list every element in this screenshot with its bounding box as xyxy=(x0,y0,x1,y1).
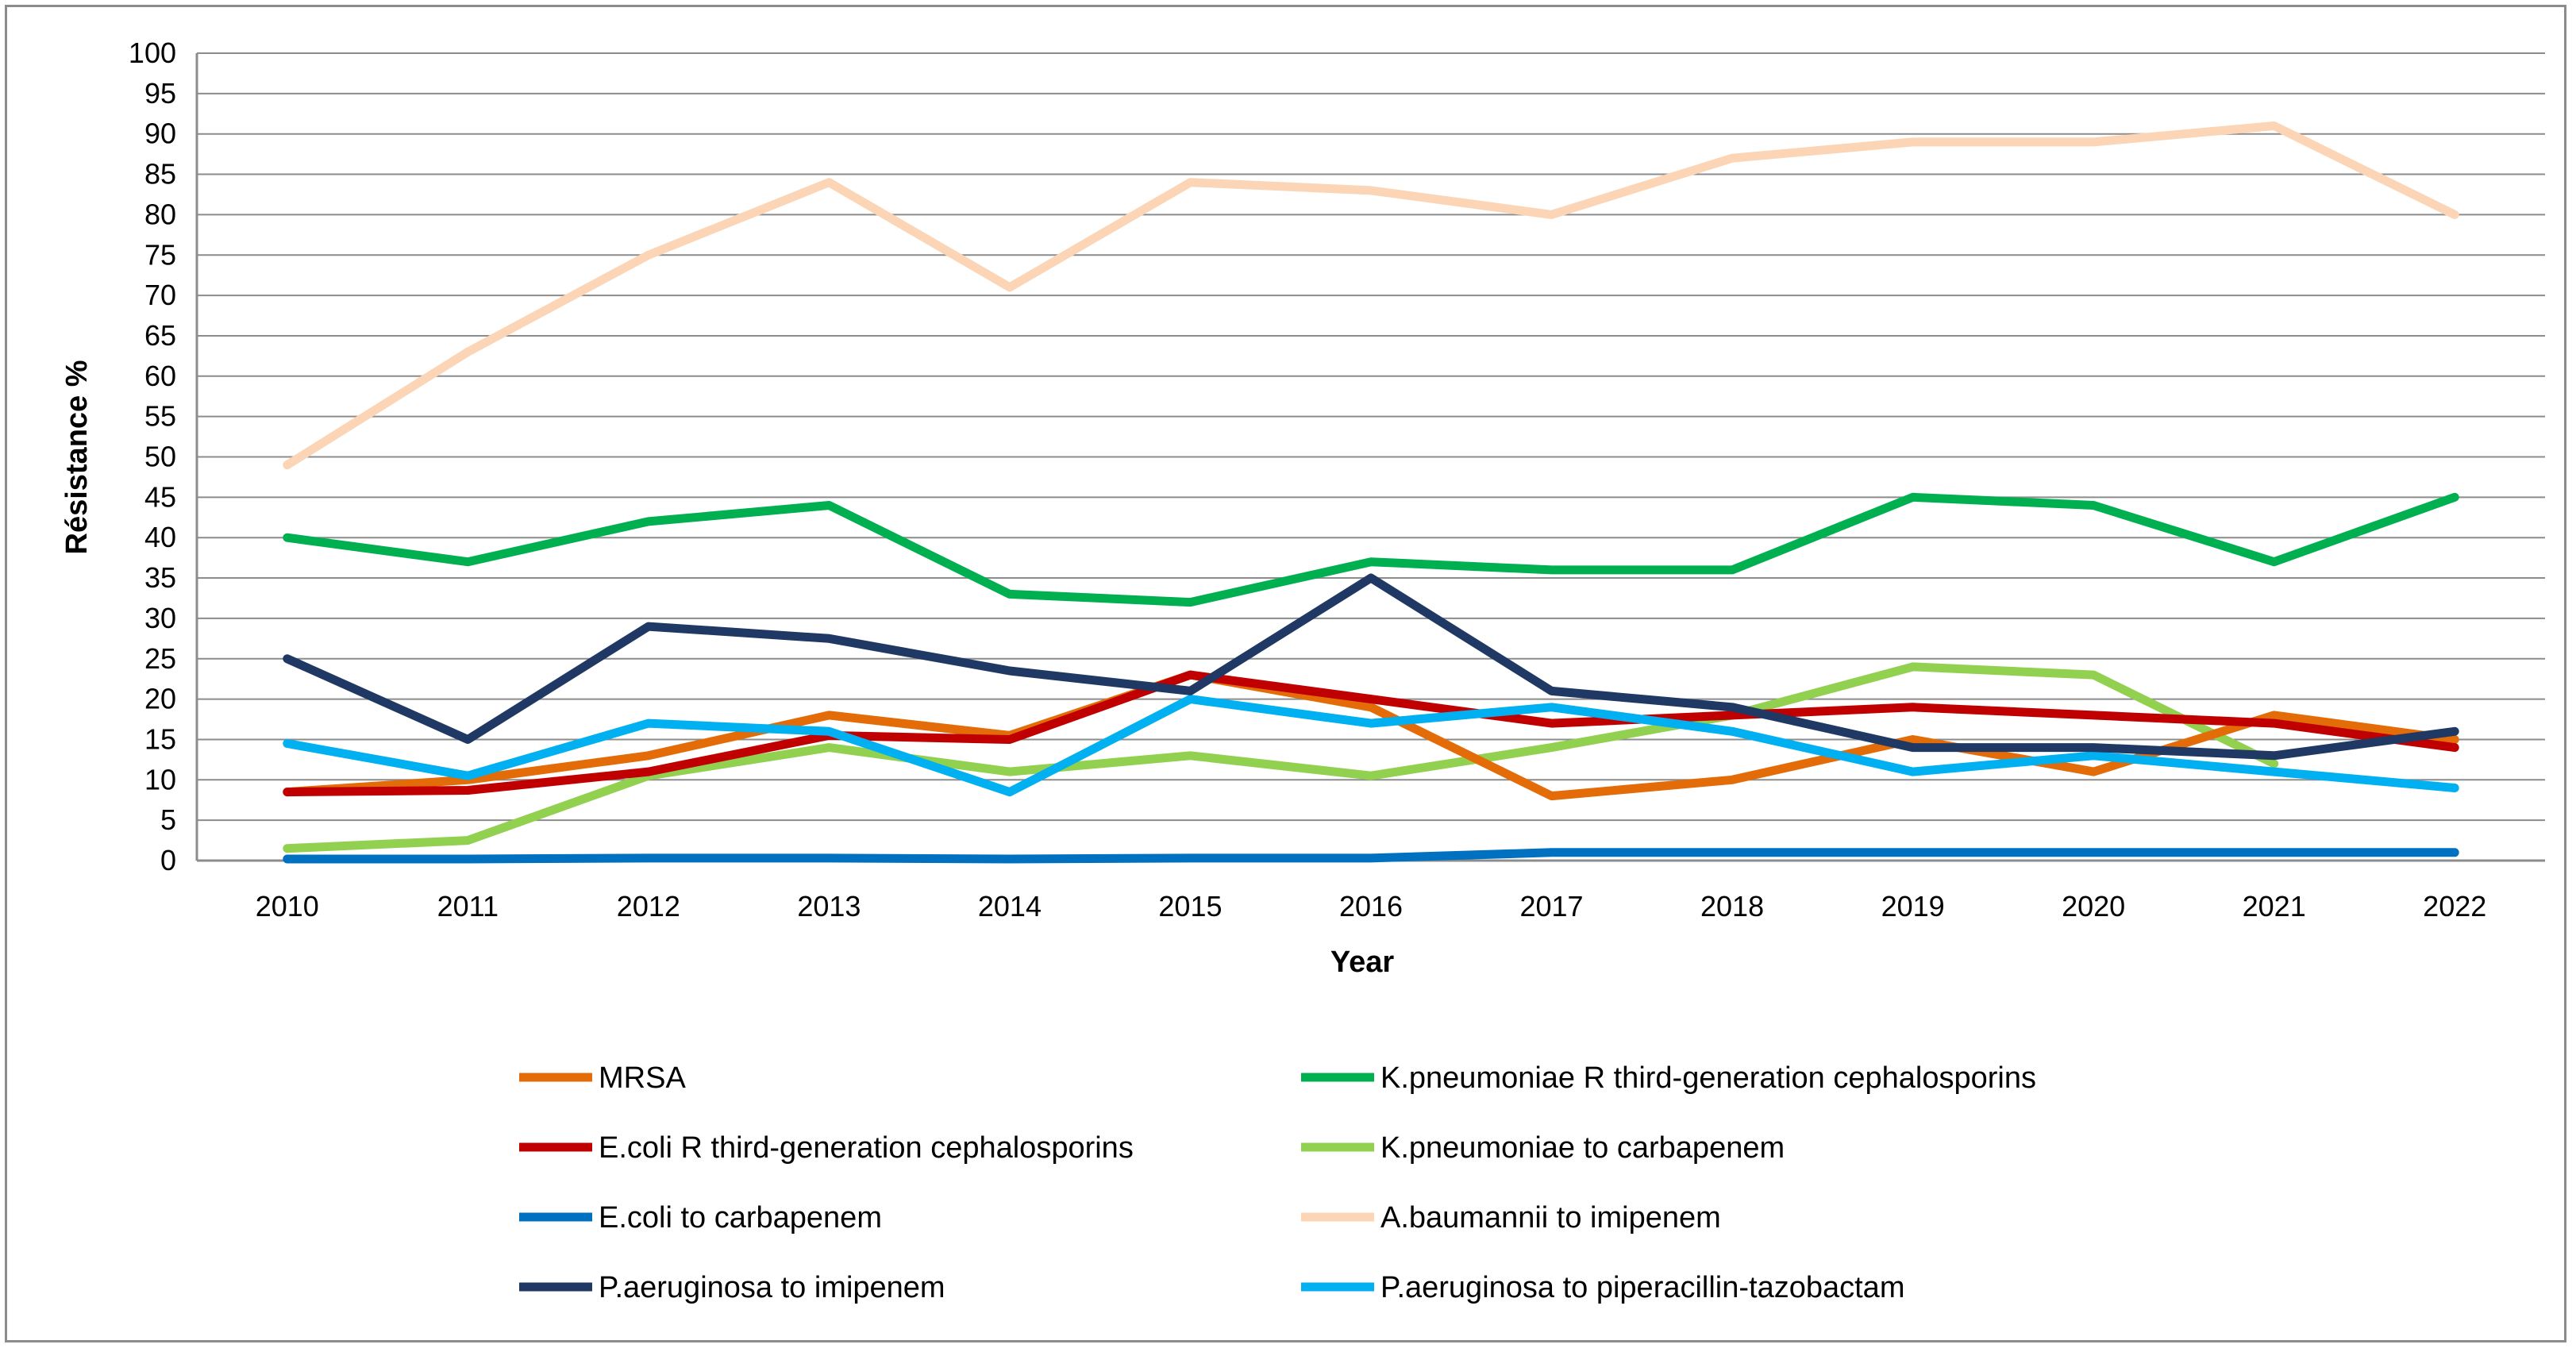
x-tick-label: 2021 xyxy=(2243,890,2306,923)
legend-label: A.baumannii to imipenem xyxy=(1380,1201,1721,1235)
y-tick-label: 55 xyxy=(144,400,176,433)
y-tick-label: 5 xyxy=(160,803,176,836)
x-tick-labels: 2010 2011 2012 2013 2014 2015 2016 2017 2018 2019… xyxy=(256,890,2487,923)
legend-label: P.aeruginosa to piperacillin-tazobactam xyxy=(1380,1271,1904,1304)
gridlines xyxy=(195,52,2545,862)
x-tick-label: 2011 xyxy=(437,890,499,923)
series-line-p-aeruginosa-to-piperacillin-tazobactam xyxy=(283,695,2459,797)
legend-label: E.coli R third-generation cephalosporins xyxy=(599,1131,1134,1165)
y-tick-label: 75 xyxy=(144,238,176,271)
series-line-a-baumannii-to-imipenem xyxy=(283,121,2459,470)
legend: MRSA K.pneumoniae R third-generation ceph… xyxy=(519,1061,2036,1304)
y-tick-label: 40 xyxy=(144,521,176,553)
series-line-e-coli-to-carbapenem xyxy=(283,848,2459,864)
x-tick-label: 2017 xyxy=(1519,890,1583,923)
y-tick-label: 20 xyxy=(144,683,176,715)
y-tick-label: 0 xyxy=(160,844,176,876)
legend-label: K.pneumoniae R third-generation cephalos… xyxy=(1380,1061,2036,1095)
legend-label: MRSA xyxy=(599,1061,686,1095)
y-axis-title: Résistance % xyxy=(60,360,94,554)
y-tick-label: 85 xyxy=(144,158,176,191)
y-tick-label: 25 xyxy=(144,642,176,675)
y-tick-label: 65 xyxy=(144,319,176,352)
y-tick-label: 50 xyxy=(144,441,176,473)
x-tick-label: 2012 xyxy=(617,890,680,923)
y-tick-label: 95 xyxy=(144,77,176,110)
x-tick-label: 2014 xyxy=(978,890,1042,923)
y-tick-label: 80 xyxy=(144,198,176,230)
legend-label: P.aeruginosa to imipenem xyxy=(599,1271,945,1304)
y-tick-label: 15 xyxy=(144,722,176,755)
x-tick-label: 2010 xyxy=(256,890,319,923)
y-tick-label: 30 xyxy=(144,602,176,634)
y-tick-label: 90 xyxy=(144,117,176,150)
x-axis-title: Year xyxy=(1330,946,1395,979)
series-line-k-pneumoniae-r-third-generation-cephalosporins xyxy=(283,492,2459,607)
series-line-p-aeruginosa-to-imipenem xyxy=(283,573,2459,761)
x-tick-label: 2015 xyxy=(1158,890,1222,923)
y-tick-label: 100 xyxy=(129,37,176,69)
y-tick-label: 60 xyxy=(144,360,176,392)
y-tick-label: 45 xyxy=(144,480,176,513)
line-chart: 0 5 10 15 20 25 30 35 40 45 50 55 60 65 70 75 80 85 90 95 10… xyxy=(60,37,2545,1304)
x-tick-label: 2020 xyxy=(2062,890,2125,923)
x-tick-label: 2016 xyxy=(1339,890,1403,923)
series-line-mrsa xyxy=(283,670,2459,801)
x-tick-label: 2018 xyxy=(1700,890,1764,923)
chart-frame: 0 5 10 15 20 25 30 35 40 45 50 55 60 65 70 75 80 85 90 95 10… xyxy=(5,5,2566,1342)
series-line-k-pneumoniae-to-carbapenem xyxy=(283,662,2279,853)
y-tick-label: 70 xyxy=(144,279,176,311)
x-tick-label: 2019 xyxy=(1881,890,1945,923)
x-tick-label: 2022 xyxy=(2423,890,2486,923)
y-tick-labels: 0 5 10 15 20 25 30 35 40 45 50 55 60 65 70 75 80 85 90 95 10… xyxy=(129,37,176,876)
series-lines xyxy=(283,121,2459,864)
legend-label: K.pneumoniae to carbapenem xyxy=(1380,1131,1785,1165)
series-line-e-coli-r-third-generation-cephalosporins xyxy=(283,670,2459,797)
legend-label: E.coli to carbapenem xyxy=(599,1201,882,1235)
y-tick-label: 10 xyxy=(144,763,176,795)
y-tick-label: 35 xyxy=(144,561,176,594)
x-tick-label: 2013 xyxy=(797,890,861,923)
